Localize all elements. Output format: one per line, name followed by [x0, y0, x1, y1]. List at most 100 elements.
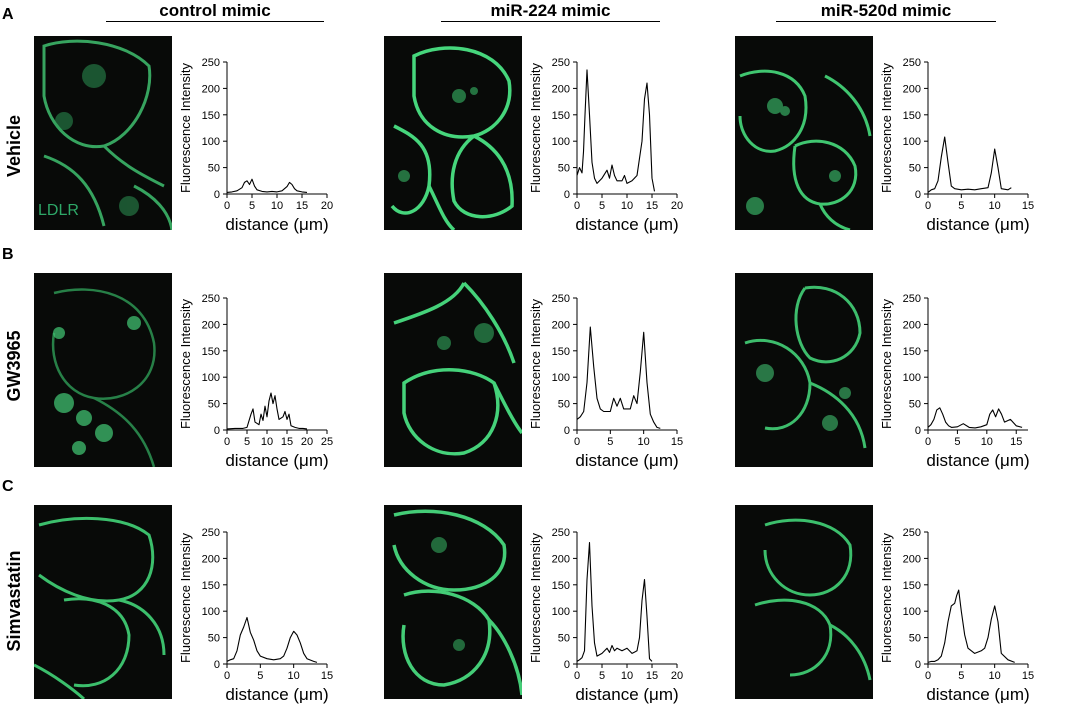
y-tick-label: 250 [552, 527, 570, 539]
micrograph-gw3965-mir224 [384, 273, 522, 467]
y-tick-label: 100 [552, 372, 570, 384]
x-axis-label: distance (μm) [225, 685, 328, 704]
y-tick-label: 200 [552, 83, 570, 95]
x-tick-label: 20 [301, 436, 313, 448]
x-tick-label: 15 [671, 436, 683, 448]
x-tick-label: 10 [271, 200, 283, 212]
profile-plot-simvastatin-control: 0 50 100 150 200 250 0 5 10 15 Fluorescence Intens… [172, 524, 352, 704]
y-tick-label: 200 [552, 553, 570, 565]
row-label-simvastatin: Simvastatin [4, 550, 24, 652]
y-tick-label: 100 [552, 606, 570, 618]
y-tick-label: 100 [202, 606, 220, 618]
profile-chart-svg: 0 50 100 150 200 250 0 5 10 15 20 Fluorescence Inte… [178, 57, 333, 234]
intensity-profile-line [927, 407, 1023, 429]
column-header-rule [106, 21, 324, 22]
profile-plot-vehicle-mir520d: 0 50 100 150 200 250 0 5 10 15 Fluorescence Intens… [873, 54, 1053, 234]
x-tick-label: 5 [599, 670, 605, 682]
x-tick-label: 20 [321, 200, 333, 212]
y-tick-label: 50 [558, 399, 570, 411]
y-tick-label: 100 [552, 136, 570, 148]
x-tick-label: 0 [925, 670, 931, 682]
y-tick-label: 100 [202, 136, 220, 148]
profile-plot-gw3965-mir520d: 0 50 100 150 200 250 0 5 10 15 Fluorescence Intens… [873, 290, 1053, 470]
y-tick-label: 0 [564, 189, 570, 201]
y-tick-label: 0 [915, 425, 921, 437]
x-axis-label: distance (μm) [926, 451, 1029, 470]
y-tick-label: 150 [202, 580, 220, 592]
micrograph-simvastatin-mir520d [735, 505, 873, 699]
y-tick-label: 250 [202, 57, 220, 69]
x-tick-label: 15 [1022, 670, 1034, 682]
y-tick-label: 250 [903, 57, 921, 69]
y-tick-label: 250 [552, 57, 570, 69]
x-tick-label: 10 [621, 670, 633, 682]
x-tick-label: 10 [989, 670, 1001, 682]
column-header-mir224: miR-224 mimic [441, 0, 660, 26]
micrograph-vehicle-control [34, 36, 172, 230]
x-tick-label: 5 [958, 670, 964, 682]
row-label-vehicle: Vehicle [4, 114, 24, 178]
profile-chart-svg: 0 50 100 150 200 250 0 5 10 15 20 25 Fluorescence In… [178, 293, 333, 470]
y-axis-label: Fluorescence Intensity [178, 62, 193, 193]
y-tick-label: 100 [903, 136, 921, 148]
x-tick-label: 15 [296, 200, 308, 212]
y-tick-label: 250 [903, 293, 921, 305]
panel-letter-b: B [2, 246, 14, 263]
micrograph-simvastatin-control [34, 505, 172, 699]
y-tick-label: 150 [903, 346, 921, 358]
y-axis-label: Fluorescence Intensity [528, 298, 543, 429]
column-header-rule [776, 21, 996, 22]
x-axis-label: distance (μm) [575, 685, 678, 704]
y-tick-label: 50 [558, 163, 570, 175]
y-tick-label: 200 [202, 319, 220, 331]
profile-plot-vehicle-mir224: 0 50 100 150 200 250 0 5 10 15 20 Fluorescence Inte… [522, 54, 702, 234]
y-tick-label: 200 [903, 553, 921, 565]
column-header-label: miR-520d mimic [820, 1, 952, 20]
stain-label-ldlr: LDLR [38, 202, 79, 219]
intensity-profile-line [576, 542, 653, 662]
x-tick-label: 10 [638, 436, 650, 448]
x-tick-label: 15 [646, 670, 658, 682]
x-tick-label: 10 [288, 670, 300, 682]
y-tick-label: 200 [202, 553, 220, 565]
x-tick-label: 5 [958, 200, 964, 212]
profile-plot-simvastatin-mir224: 0 50 100 150 200 250 0 5 10 15 20 Fluorescence Inte… [522, 524, 702, 704]
y-tick-label: 200 [903, 319, 921, 331]
micrograph-gw3965-mir520d [735, 273, 873, 467]
x-tick-label: 5 [954, 436, 960, 448]
x-axis-label: distance (μm) [575, 215, 678, 234]
x-tick-label: 5 [607, 436, 613, 448]
x-axis-label: distance (μm) [225, 215, 328, 234]
column-header-control: control mimic [106, 0, 324, 26]
x-tick-label: 0 [224, 200, 230, 212]
x-tick-label: 15 [646, 200, 658, 212]
column-header-label: control mimic [159, 1, 271, 20]
intensity-profile-line [576, 69, 656, 192]
y-tick-label: 0 [214, 189, 220, 201]
column-header-rule [441, 21, 660, 22]
y-tick-label: 50 [909, 163, 921, 175]
x-axis-label: distance (μm) [575, 451, 678, 470]
x-tick-label: 5 [244, 436, 250, 448]
y-tick-label: 50 [909, 399, 921, 411]
panel-letter-a: A [2, 6, 14, 23]
y-tick-label: 150 [903, 110, 921, 122]
intensity-profile-line [226, 392, 308, 430]
x-tick-label: 5 [599, 200, 605, 212]
y-tick-label: 200 [202, 83, 220, 95]
profile-chart-svg: 0 50 100 150 200 250 0 5 10 15 Fluorescence Intens… [178, 527, 333, 704]
y-tick-label: 50 [558, 633, 570, 645]
x-axis-label: distance (μm) [225, 451, 328, 470]
y-tick-label: 100 [903, 372, 921, 384]
x-tick-label: 15 [1022, 200, 1034, 212]
intensity-profile-line [927, 589, 1015, 663]
column-header-label: miR-224 mimic [490, 1, 611, 20]
y-tick-label: 0 [564, 659, 570, 671]
intensity-profile-line [927, 136, 1012, 193]
y-tick-label: 250 [202, 293, 220, 305]
x-tick-label: 10 [261, 436, 273, 448]
y-tick-label: 200 [903, 83, 921, 95]
y-tick-label: 0 [214, 659, 220, 671]
profile-chart-svg: 0 50 100 150 200 250 0 5 10 15 Fluorescence Intens… [879, 57, 1034, 234]
x-tick-label: 20 [671, 200, 683, 212]
